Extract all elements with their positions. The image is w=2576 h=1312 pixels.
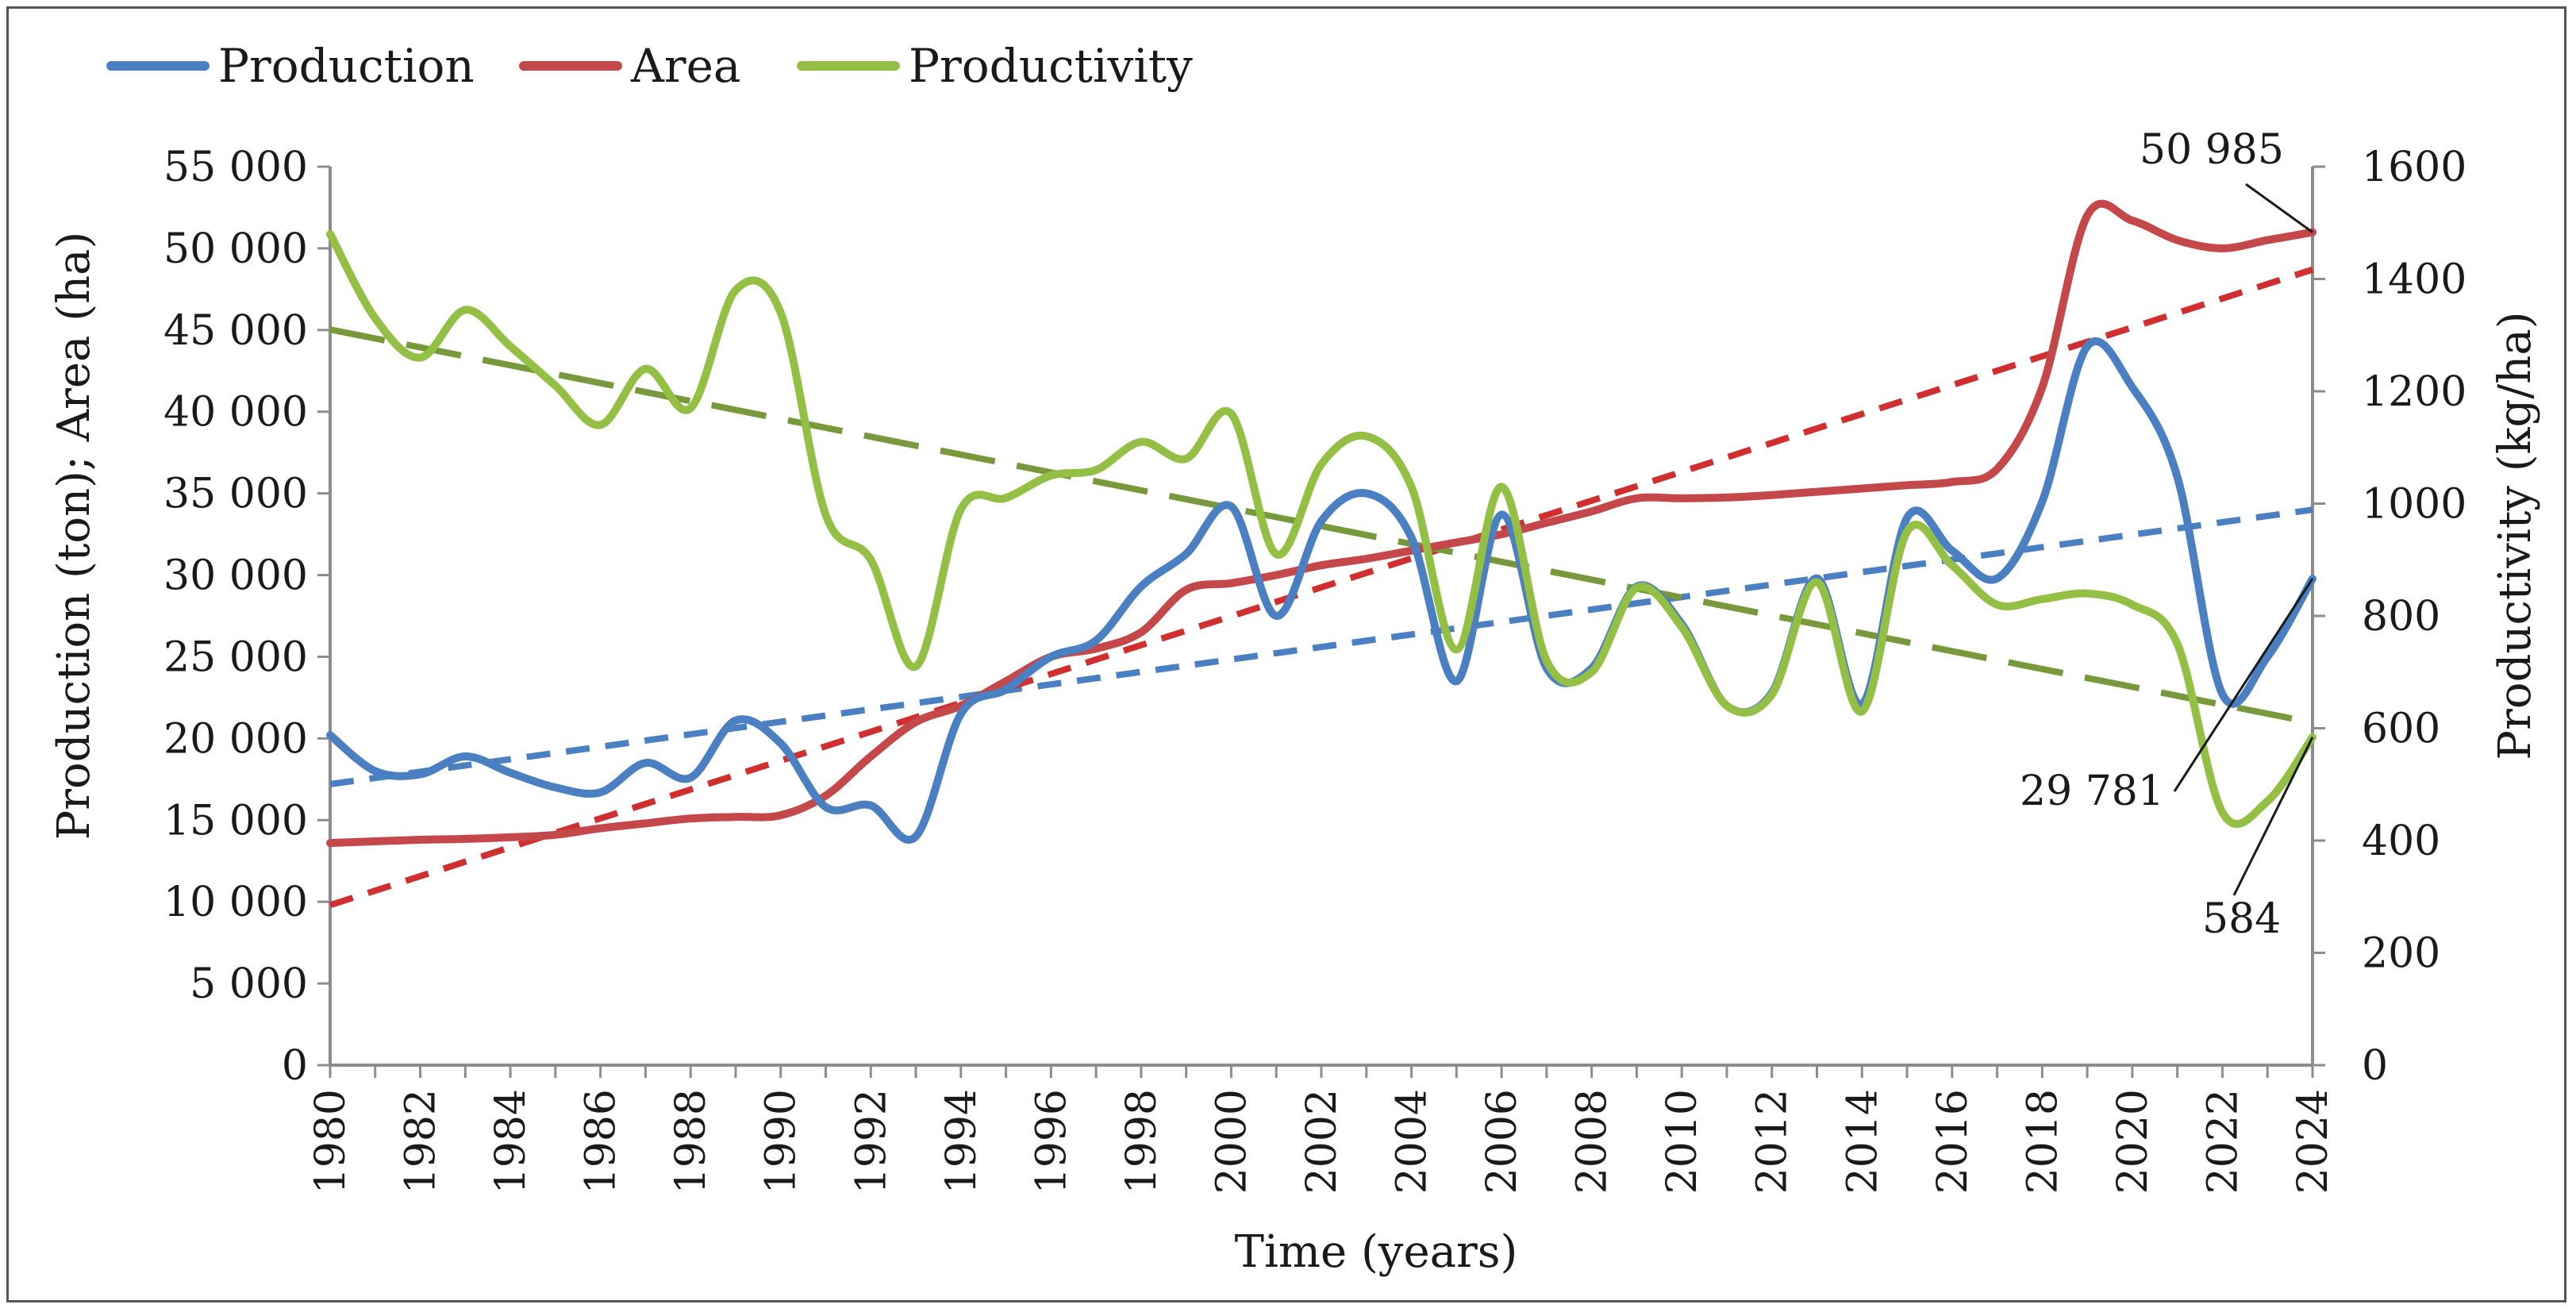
x-tick-label: 2010: [1659, 1089, 1706, 1194]
y2-tick-label: 1200: [2362, 368, 2466, 416]
y-tick-label: 35 000: [163, 471, 308, 518]
data-series: [326, 199, 2316, 848]
annotation-leader-area: [2245, 183, 2313, 233]
trend-line-production: [329, 506, 2313, 787]
trend-line-productivity: [329, 326, 2313, 726]
y-tick-label: 5 000: [190, 960, 308, 1008]
y-tick-label: 25 000: [163, 633, 308, 681]
legend-label-area: Area: [630, 39, 741, 93]
y-axis-title: Production (ton); Area (ha): [48, 232, 100, 841]
x-tick-label: 1988: [667, 1089, 715, 1194]
y2-tick-label: 800: [2362, 593, 2440, 641]
x-tick-label: 1990: [758, 1089, 805, 1194]
x-tick-label: 1992: [848, 1089, 895, 1194]
x-tick-label: 1982: [398, 1089, 445, 1194]
x-tick-label: 1986: [578, 1089, 625, 1194]
y-tick-label: 30 000: [163, 552, 308, 600]
x-tick-label: 2016: [1929, 1089, 1977, 1194]
y2-tick-label: 600: [2362, 706, 2440, 753]
y-tick-label: 45 000: [163, 307, 308, 355]
annotation-label-area: 50 985: [2140, 126, 2284, 174]
x-tick-label: 2020: [2109, 1089, 2157, 1194]
x-tick-label: 1998: [1118, 1089, 1166, 1194]
y-tick-label: 40 000: [163, 389, 308, 437]
x-tick-label: 1984: [487, 1089, 535, 1194]
x-tick-label: 2008: [1569, 1089, 1617, 1194]
x-tick-label: 1996: [1028, 1089, 1075, 1194]
x-tick-label: 2018: [2019, 1089, 2067, 1194]
axes: 0 5 000 10 000 15 000 20 000 25 000 30 000 35 0…: [163, 144, 2466, 1194]
y-tick-label: 10 000: [163, 879, 308, 926]
y-tick-label: 0: [282, 1042, 308, 1090]
legend-label-production: Production: [218, 39, 475, 93]
trend-line-area: [329, 266, 2314, 909]
y2-tick-label: 0: [2362, 1042, 2388, 1090]
y2-axis-title: Productivity (kg/ha): [2489, 311, 2541, 760]
x-tick-label: 2002: [1298, 1089, 1346, 1194]
series-line-area: [326, 199, 2316, 848]
x-tick-label: 2004: [1389, 1089, 1436, 1194]
x-tick-label: 2006: [1478, 1089, 1526, 1194]
y-tick-label: 15 000: [163, 797, 308, 845]
x-tick-label: 1994: [938, 1089, 986, 1194]
x-tick-label: 2022: [2199, 1089, 2247, 1194]
annotation-leader-productivity: [2232, 737, 2314, 896]
x-tick-label: 2012: [1749, 1089, 1797, 1194]
y2-tick-label: 200: [2362, 930, 2440, 978]
y-tick-label: 55 000: [163, 144, 308, 191]
series-line-productivity: [326, 229, 2316, 829]
y2-tick-label: 1000: [2362, 481, 2466, 529]
annotations: 50 985 29 781 584: [2020, 126, 2314, 943]
series-line-production: [326, 337, 2316, 844]
y2-tick-label: 1400: [2362, 256, 2466, 304]
x-tick-label: 1980: [307, 1089, 355, 1194]
annotation-label-production: 29 781: [2020, 768, 2164, 815]
legend-label-productivity: Productivity: [909, 39, 1193, 93]
y2-tick-label: 1600: [2362, 144, 2466, 191]
annotation-label-productivity: 584: [2202, 895, 2281, 943]
x-tick-label: 2014: [1839, 1089, 1886, 1194]
y-tick-label: 50 000: [163, 225, 308, 273]
legend: Production Area Productivity: [106, 39, 1193, 93]
y-tick-label: 20 000: [163, 715, 308, 763]
x-tick-label: 2024: [2290, 1089, 2337, 1194]
trend-lines: [329, 266, 2314, 909]
annotation-leader-production: [2173, 578, 2314, 792]
chart-frame: [6, 6, 2566, 1302]
x-axis-title: Time (years): [1235, 1226, 1518, 1278]
x-tick-label: 2000: [1208, 1089, 1255, 1194]
y2-tick-label: 400: [2362, 818, 2440, 865]
